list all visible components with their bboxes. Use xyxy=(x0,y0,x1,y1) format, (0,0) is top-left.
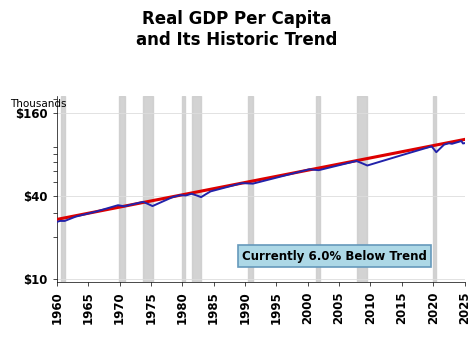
Bar xyxy=(143,96,153,282)
Bar xyxy=(357,96,367,282)
Bar xyxy=(248,96,253,282)
Bar xyxy=(316,96,320,282)
Bar xyxy=(433,96,436,282)
Bar xyxy=(182,96,185,282)
Bar xyxy=(61,96,65,282)
Text: Thousands: Thousands xyxy=(10,99,66,109)
Bar xyxy=(119,96,125,282)
Text: Currently 6.0% Below Trend: Currently 6.0% Below Trend xyxy=(242,250,427,262)
Bar xyxy=(191,96,201,282)
Text: Real GDP Per Capita
and Its Historic Trend: Real GDP Per Capita and Its Historic Tre… xyxy=(137,10,337,49)
